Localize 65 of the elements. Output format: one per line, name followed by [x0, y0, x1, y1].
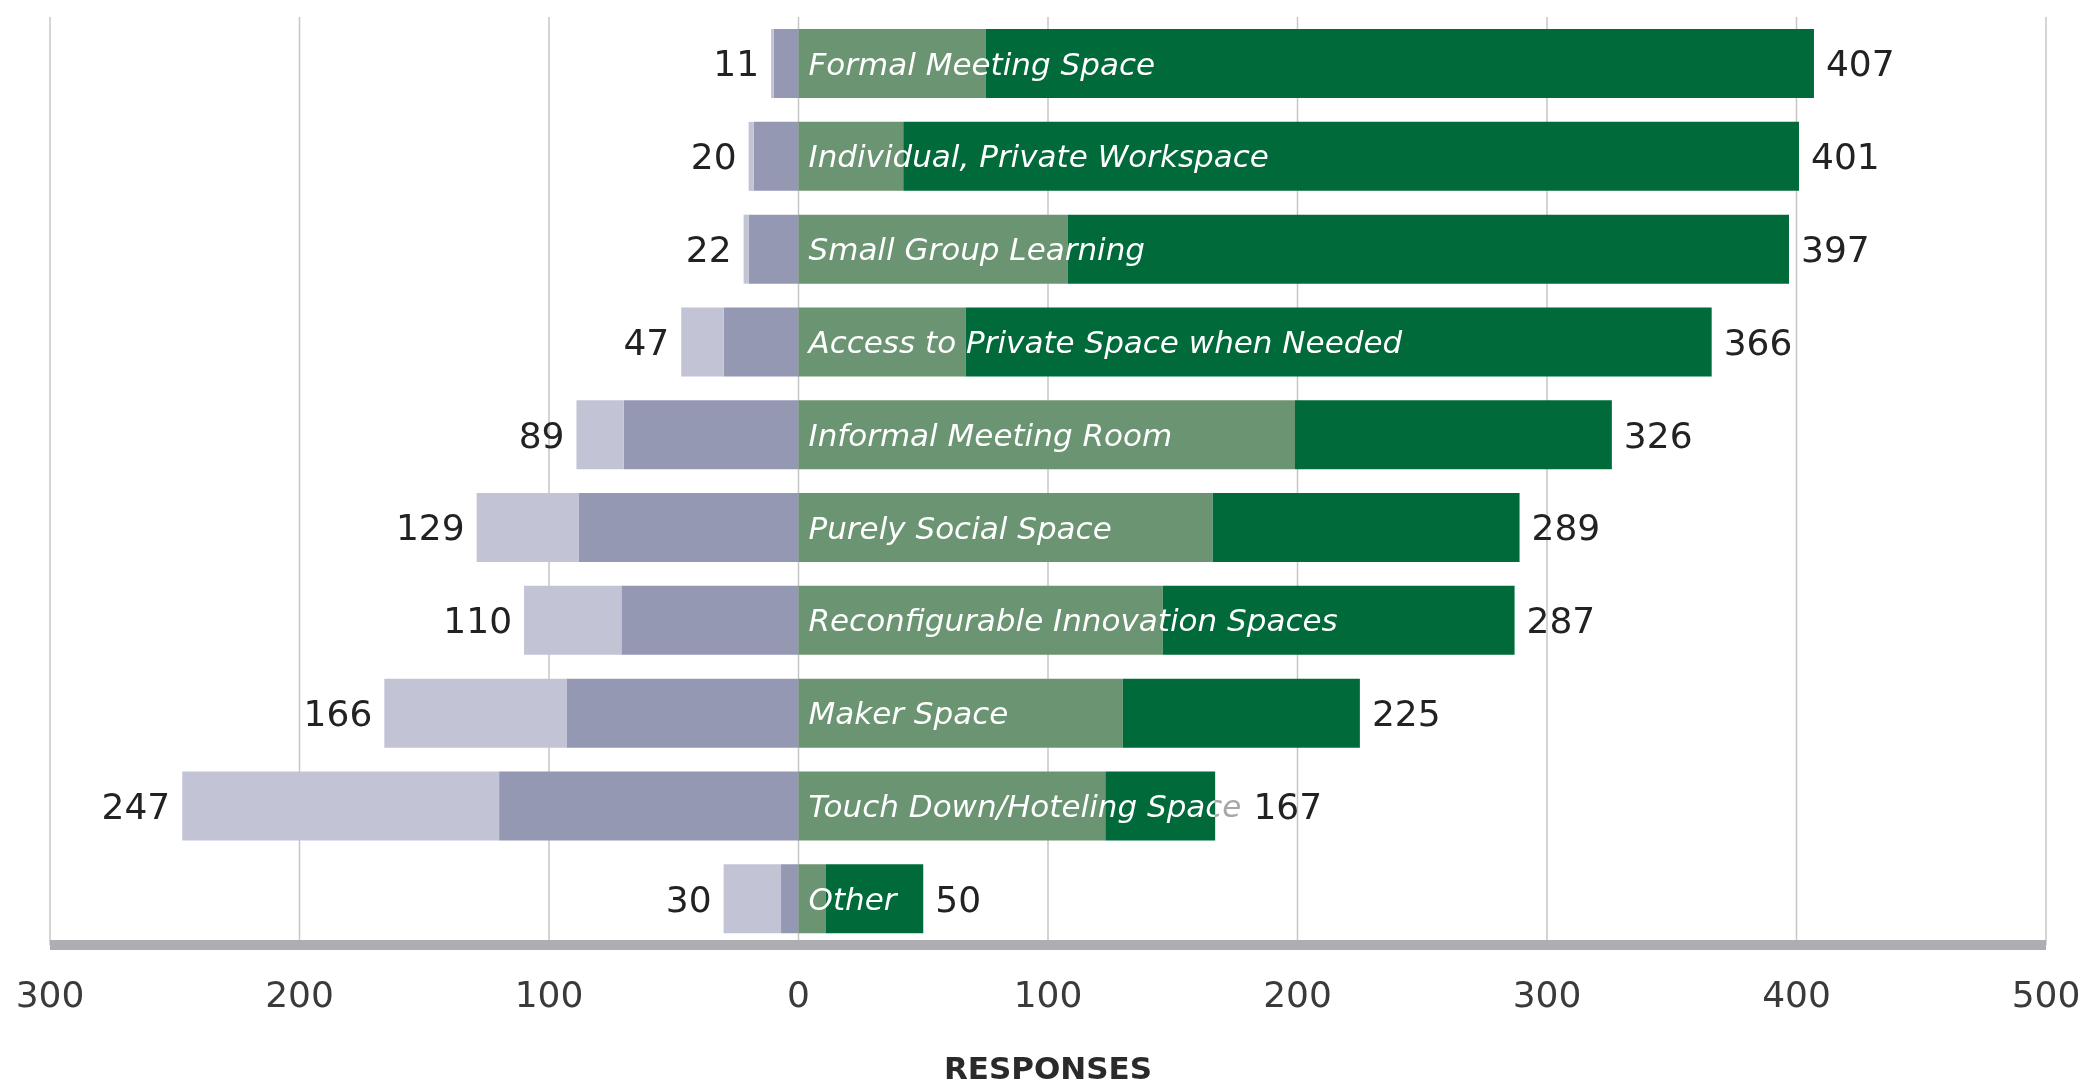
- text: 30: [665, 878, 712, 920]
- text: 407: [1825, 43, 1895, 85]
- x-tick-label: 200: [265, 973, 334, 1015]
- bar: [773, 29, 799, 99]
- x-tick-label: 400: [1762, 973, 1831, 1015]
- text: 50: [935, 878, 982, 920]
- text: 129: [395, 507, 465, 549]
- text: 289: [1531, 507, 1601, 549]
- bar: [798, 307, 966, 377]
- text: 11: [713, 43, 760, 85]
- text: 397: [1801, 228, 1870, 270]
- text: 366: [1723, 321, 1793, 363]
- bar: [499, 771, 799, 841]
- y-tick-label: Formal Meeting Space: [808, 45, 1156, 82]
- x-tick-label: 0: [787, 973, 810, 1015]
- bar: [723, 307, 799, 377]
- bar: [384, 678, 567, 748]
- bar: [1122, 678, 1360, 748]
- bar: [748, 214, 799, 284]
- text: 89: [518, 414, 565, 456]
- text: 287: [1526, 600, 1596, 642]
- bar: [753, 121, 799, 191]
- x-axis-title: RESPONSES: [943, 1050, 1153, 1084]
- bar: [182, 771, 500, 841]
- bar: [1295, 400, 1612, 470]
- text: 247: [101, 785, 171, 827]
- bar: [798, 493, 1213, 563]
- bar: [566, 678, 799, 748]
- bar: [1212, 493, 1520, 563]
- bar: [578, 493, 799, 563]
- x-tick-label: 200: [1263, 973, 1332, 1015]
- bar: [623, 400, 799, 470]
- x-tick-label: 100: [514, 973, 584, 1015]
- bar: [771, 29, 774, 99]
- x-tick-label: 300: [15, 973, 85, 1015]
- x-tick-label: 100: [1013, 973, 1083, 1015]
- x-tick-label: 300: [1512, 973, 1582, 1015]
- bar: [743, 214, 749, 284]
- bar: [965, 307, 1712, 377]
- text: 22: [685, 228, 732, 270]
- y-tick-label: Purely Social Space: [808, 509, 1112, 546]
- bar: [798, 678, 1123, 748]
- text: 110: [443, 600, 513, 642]
- bar: [524, 585, 622, 655]
- text: 166: [303, 692, 373, 734]
- text: 47: [623, 321, 670, 363]
- y-tick-label: Other: [808, 880, 899, 917]
- x-tick-label: 500: [2011, 973, 2081, 1015]
- bar: [798, 400, 1296, 470]
- text: 20: [690, 136, 737, 178]
- text: 401: [1810, 136, 1880, 178]
- y-tick-label: Informal Meeting Room: [808, 416, 1173, 453]
- bar: [748, 121, 754, 191]
- y-tick-label: Maker Space: [808, 695, 1009, 732]
- y-tick-label: Small Group Learning: [808, 231, 1146, 268]
- text: 225: [1371, 692, 1441, 734]
- bar: [576, 400, 624, 470]
- text: 326: [1623, 414, 1693, 456]
- bar: [681, 307, 724, 377]
- y-tick-label: Access to Private Space when Needed: [806, 323, 1403, 360]
- bar: [476, 493, 579, 563]
- text: 167: [1253, 785, 1323, 827]
- bar: [621, 585, 799, 655]
- bar: [723, 864, 782, 934]
- bar: [781, 864, 799, 934]
